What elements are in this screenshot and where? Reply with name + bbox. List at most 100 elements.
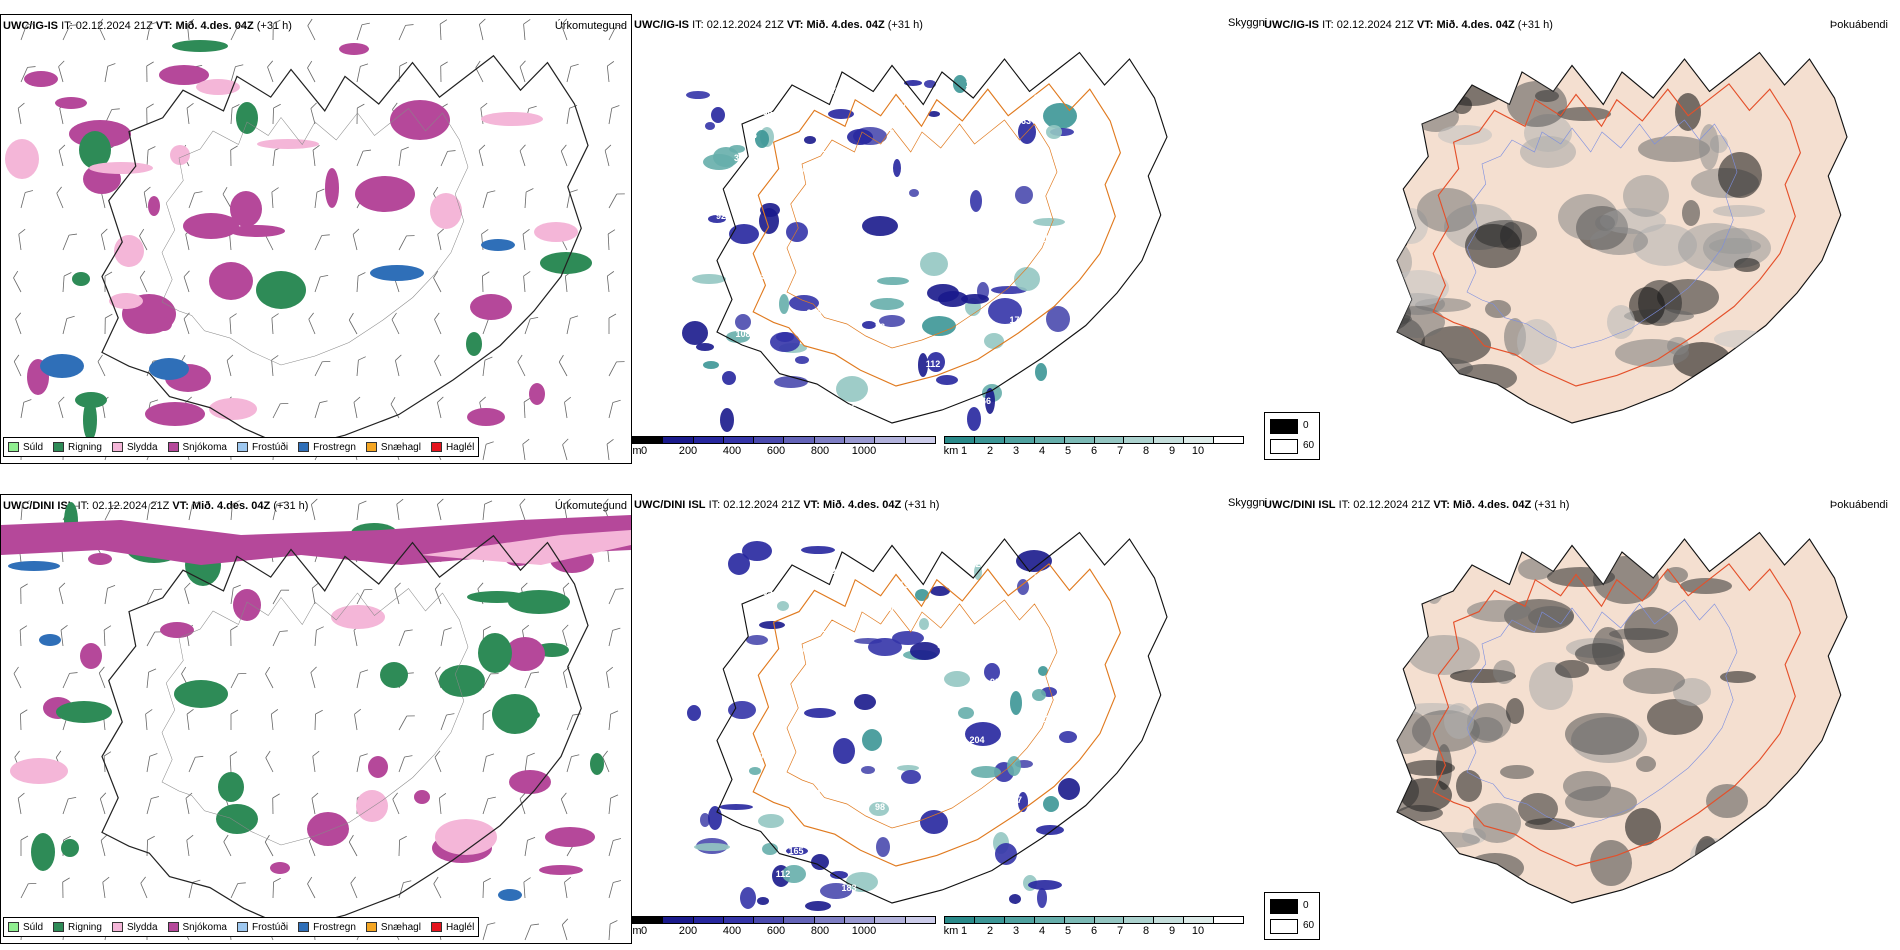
wind-barb [608,24,625,41]
panel-title: UWC/IG-IS IT: 02.12.2024 21Z VT: Mið. 4.… [3,20,292,32]
ceiling-value-label: 228 [806,308,821,318]
precip-area [467,408,505,426]
wind-barb [398,24,414,41]
precip-legend-item: Haglél [430,442,474,453]
precip-type-title: Úrkomutegund [554,500,627,512]
vt-label: VT: [786,19,804,31]
precip-area [10,758,68,784]
wind-barb [17,792,25,815]
wind-barb [272,402,289,419]
wind-barb [608,193,625,209]
ceiling-value-label: 154 [965,79,980,89]
wind-barb [482,190,496,209]
vt-value: Mið. 4.des. 04Z [806,19,885,31]
ceiling-area [774,376,808,388]
wind-barb [140,876,148,899]
precip-legend-label: Frostregn [313,921,356,933]
wind-barb [566,315,579,335]
ceiling-area [1046,306,1070,332]
wind-barb [97,18,106,41]
ceiling-area [719,804,753,810]
vis-tick: 5 [1064,925,1072,937]
ceiling-area [770,332,800,352]
wind-barb [356,753,368,773]
precip-area [83,399,97,441]
fog-area [1699,124,1719,170]
precip-legend-label: Súld [23,441,44,453]
ceiling-area [828,109,854,119]
wind-barb [104,271,113,292]
ceiling-tick: 0 [640,925,648,937]
ceiling-area [915,589,929,601]
ceiling-value-label: 76 [906,721,916,731]
ceiling-value-label: 99 [990,677,1000,687]
fog-area [1695,836,1719,876]
vt-label: VT: [803,499,820,511]
wind-barb [184,582,191,605]
wind-barb [561,18,568,41]
precip-area [172,40,228,52]
wind-barb [398,835,407,857]
precip-legend-label: Rigning [68,921,102,933]
ceiling-area [1017,579,1029,595]
fog-area [1397,270,1449,306]
fog-area [1518,793,1558,825]
ceiling-value-label: 33 [875,322,885,332]
it-label: IT: [1322,19,1334,31]
wind-barb [272,877,281,899]
ceiling-area [1015,186,1033,204]
wind-barb [146,21,159,41]
ceiling-area [804,136,816,144]
wind-barb [608,105,620,125]
wind-barb [272,501,285,521]
wind-barb [523,19,531,41]
wind-barb [608,588,624,605]
fog-area [1438,125,1492,145]
precip-legend-label: Snjókoma [182,921,227,933]
ceiling-area [862,321,876,329]
wind-barb [311,498,318,521]
ceiling-value-label: 119 [895,580,910,590]
vis-colorbar-scale [944,916,1244,924]
wind-barb [311,582,319,605]
fog-area [1625,808,1661,846]
ceiling-value-label: 72 [884,123,894,133]
wind-barb [519,144,526,167]
wind-barb [58,582,66,605]
wind-barb [523,271,531,293]
wind-barb [564,271,573,293]
ceiling-area [757,897,769,905]
panel-title: UWC/DINI ISL IT: 02.12.2024 21Z VT: Mið.… [634,499,939,511]
wind-barb [186,834,194,857]
ceiling-area [919,618,929,630]
ceiling-value-label: 327 [916,698,931,708]
ceiling-value-label: 79 [906,241,916,251]
wind-barb [606,61,615,83]
wind-barb [139,228,148,251]
wind-barb [230,709,239,730]
wind-barb [608,313,617,334]
precip-area [39,634,61,646]
ceiling-value-label: 172 [1009,315,1024,325]
vt-value: Mið. 4.des. 04Z [822,499,902,511]
ceiling-value-label: 121 [806,788,821,798]
ceiling-area [749,767,761,775]
ceiling-area [958,707,974,719]
ceiling-value-label: 86 [791,366,801,376]
ceiling-area [687,705,701,721]
fog-legend: 0 60 [1264,412,1320,460]
wind-barb [356,103,365,125]
precip-area [509,770,551,794]
fog-area [1647,699,1703,735]
wind-barb [566,189,578,209]
ceiling-colorbar: m 0 200 400 600 800 1000 [632,916,936,938]
ceiling-value-label: 51 [1034,573,1044,583]
ceiling-value-label: 72 [853,684,863,694]
ceiling-area [760,203,780,217]
ceiling-area [944,671,970,687]
wind-barb [356,22,370,41]
wind-barb [314,709,323,731]
fog-area [1358,810,1396,824]
fog-area [1397,805,1443,821]
wind-barb [482,356,493,377]
